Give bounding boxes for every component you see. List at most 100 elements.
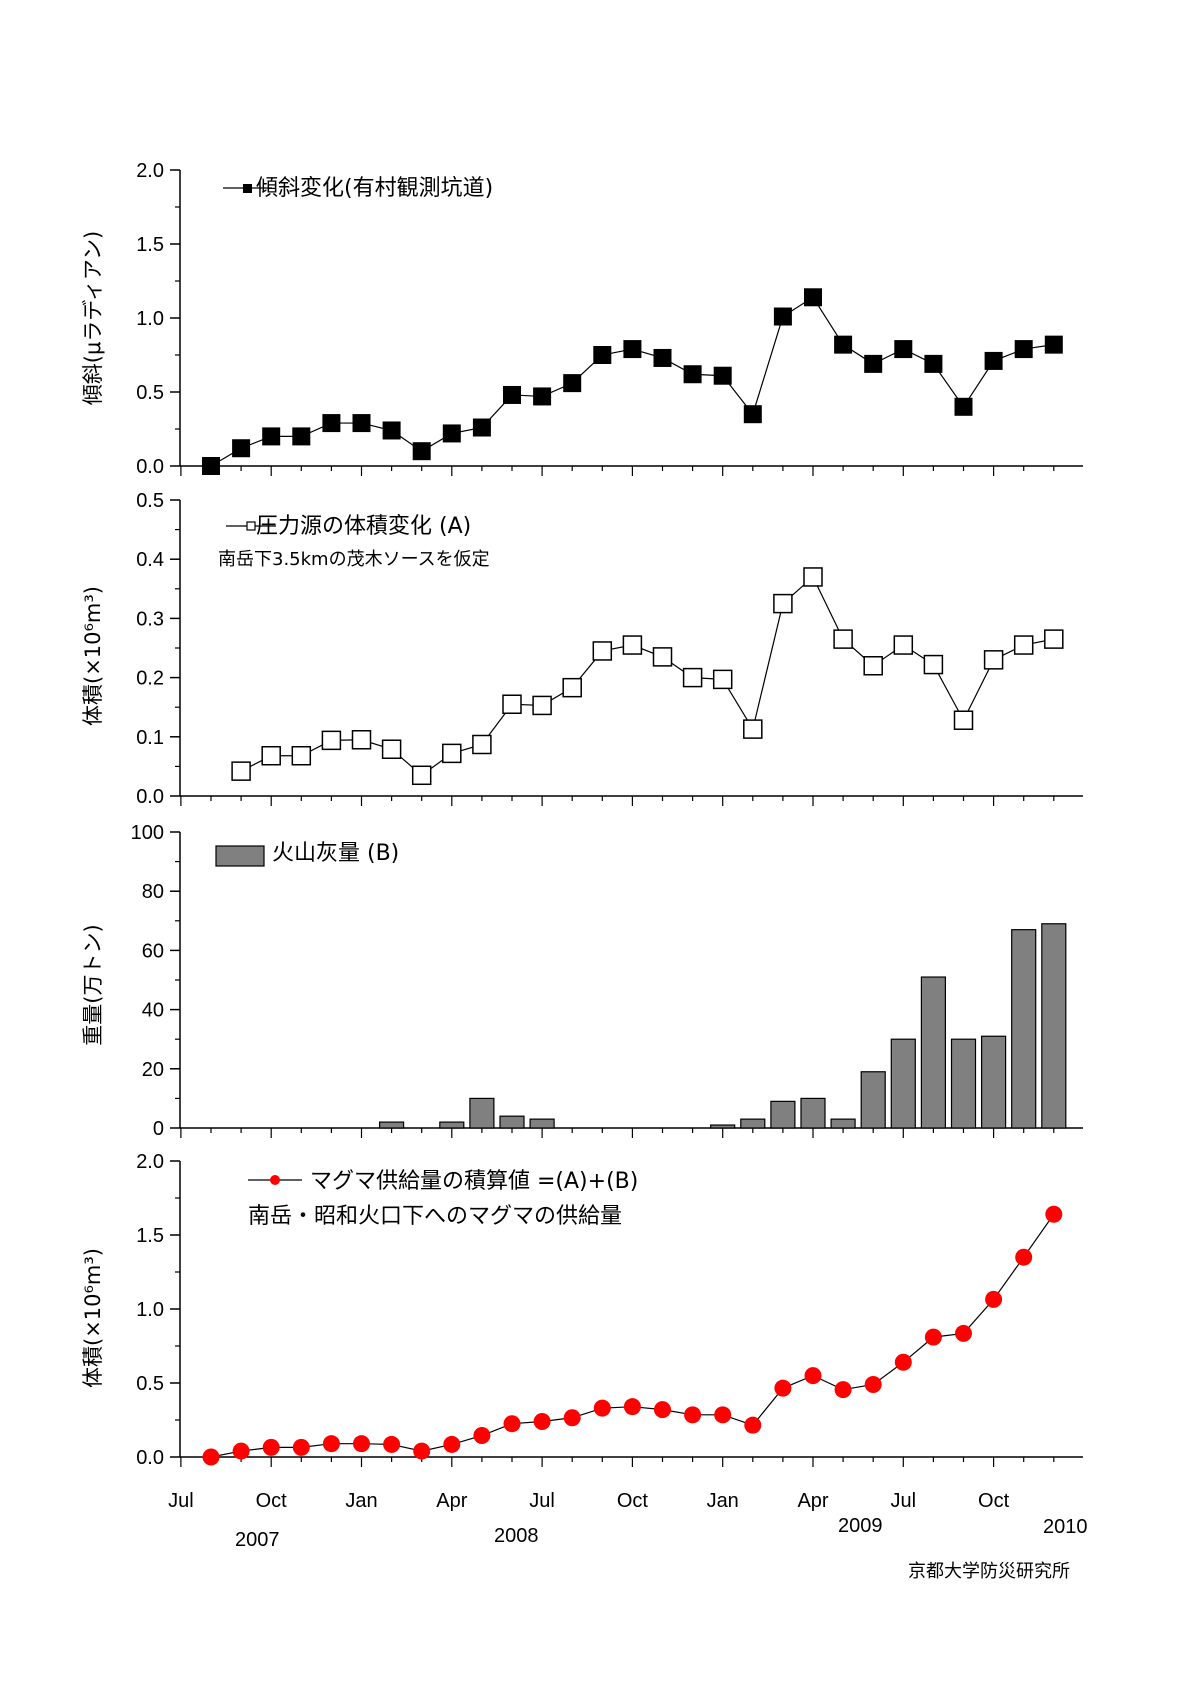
y-tick-label: 0.0 xyxy=(136,456,164,478)
tilt-marker xyxy=(804,288,822,307)
volume-marker xyxy=(321,730,342,751)
ash-bar xyxy=(529,1118,555,1129)
magma-marker xyxy=(955,1324,972,1342)
tilt-marker xyxy=(683,365,702,384)
y-tick-label: 20 xyxy=(142,1059,164,1081)
y-tick-label: 100 xyxy=(131,822,164,844)
magma-note: 南岳・昭和火口下へのマグマの供給量 xyxy=(248,1204,622,1229)
ash-bar xyxy=(860,1071,886,1129)
magma-panel: マグマ供給量の積算値 =(A)+(B) 南岳・昭和火口下へのマグマの供給量 体積… xyxy=(81,1151,1083,1469)
magma-marker xyxy=(202,1448,220,1466)
tilt-legend-marker xyxy=(243,184,252,193)
magma-marker xyxy=(714,1406,732,1424)
magma-marker xyxy=(654,1401,671,1419)
y-tick-label: 0.2 xyxy=(136,668,164,690)
magma-marker xyxy=(894,1353,912,1371)
ash-y-axis-label: 重量(万トン) xyxy=(81,924,105,1045)
y-tick-label: 0.5 xyxy=(136,490,164,512)
volume-marker xyxy=(502,694,522,714)
magma-marker xyxy=(804,1367,822,1385)
volume-marker xyxy=(472,734,492,755)
year-label-2008: 2008 xyxy=(494,1525,539,1547)
time-axis: Jul Oct Jan Apr Jul Oct Jan Apr Jul Oct xyxy=(168,1490,1009,1512)
volume-marker xyxy=(803,567,823,587)
y-tick-label: 2.0 xyxy=(136,1151,164,1173)
ash-legend-swatch xyxy=(215,845,265,867)
tilt-marker xyxy=(472,418,491,437)
y-tick-label: 2.0 xyxy=(136,160,164,182)
magma-legend-label: マグマ供給量の積算値 =(A)+(B) xyxy=(310,1169,638,1194)
tilt-marker xyxy=(864,354,883,373)
x-tick-label: Apr xyxy=(797,1490,828,1512)
magma-marker xyxy=(1015,1248,1033,1266)
volume-marker xyxy=(622,635,643,655)
ash-bar xyxy=(800,1097,826,1129)
year-label-2007: 2007 xyxy=(235,1529,280,1551)
volume-legend-label: 圧力源の体積変化 (A) xyxy=(256,514,471,539)
volume-marker xyxy=(1044,629,1064,649)
ash-bar xyxy=(920,976,947,1129)
x-tick-label: Oct xyxy=(256,1490,288,1512)
magma-marker xyxy=(533,1412,551,1430)
ash-panel: 火山灰量 (B) 重量(万トン) 0 20 40 60 80 100 xyxy=(81,822,1083,1140)
tilt-marker xyxy=(382,421,401,440)
x-tick-label: Oct xyxy=(617,1490,649,1512)
y-tick-label: 0 xyxy=(153,1118,164,1140)
tilt-marker xyxy=(232,439,251,458)
volume-marker xyxy=(743,719,763,739)
tilt-marker xyxy=(713,366,732,385)
ash-bar xyxy=(950,1038,977,1129)
ash-bar xyxy=(890,1038,916,1129)
y-tick-label: 0.0 xyxy=(136,786,164,808)
footer-credit: 京都大学防災研究所 xyxy=(908,1561,1070,1582)
volume-marker xyxy=(381,739,402,759)
magma-marker xyxy=(593,1399,611,1417)
tilt-marker xyxy=(894,340,913,359)
magma-marker xyxy=(864,1375,882,1393)
year-label-2009: 2009 xyxy=(838,1515,883,1537)
volume-marker xyxy=(291,745,312,766)
magma-marker xyxy=(413,1442,431,1460)
tilt-marker xyxy=(503,385,521,404)
volume-marker xyxy=(712,669,733,690)
volume-y-axis-label: 体積(×10⁶m³) xyxy=(81,586,105,726)
ash-bar xyxy=(710,1124,736,1129)
volume-marker xyxy=(562,677,582,698)
magma-y-axis-label: 体積(×10⁶m³) xyxy=(81,1248,105,1388)
volume-note: 南岳下3.5kmの茂木ソースを仮定 xyxy=(218,549,490,570)
y-tick-label: 0.5 xyxy=(136,1373,164,1395)
tilt-marker xyxy=(743,405,762,424)
tilt-panel: 傾斜変化(有村観測坑道) 傾斜(μラディアン) 0.0 0.5 1.0 1.5 2.0 xyxy=(81,160,1083,478)
tilt-marker xyxy=(773,307,792,326)
volume-marker xyxy=(923,654,944,675)
ash-bar xyxy=(379,1121,405,1129)
volume-panel: 圧力源の体積変化 (A) 南岳下3.5kmの茂木ソースを仮定 体積(×10⁶m³… xyxy=(81,490,1083,808)
magma-marker xyxy=(232,1442,250,1460)
ash-bar xyxy=(1011,929,1037,1129)
tilt-marker xyxy=(442,424,461,443)
magma-marker xyxy=(563,1409,581,1427)
tilt-marker xyxy=(653,348,672,367)
volume-marker xyxy=(261,745,281,766)
ash-bar xyxy=(469,1097,495,1129)
y-tick-label: 1.0 xyxy=(136,1299,164,1321)
volume-marker xyxy=(983,650,1004,670)
series-line xyxy=(240,575,1054,777)
x-tick-label: Jul xyxy=(529,1490,555,1512)
magma-marker xyxy=(1045,1205,1063,1223)
volume-marker xyxy=(682,667,703,688)
tilt-marker xyxy=(954,397,973,416)
magma-marker xyxy=(322,1435,340,1453)
y-tick-label: 1.0 xyxy=(136,308,164,330)
volume-marker xyxy=(652,647,673,667)
x-tick-label: Oct xyxy=(978,1490,1010,1512)
tilt-marker xyxy=(292,427,311,446)
tilt-marker xyxy=(262,427,281,446)
magma-marker xyxy=(774,1379,792,1397)
x-tick-label: Jul xyxy=(168,1490,194,1512)
ash-bar xyxy=(770,1100,796,1129)
volume-marker xyxy=(442,743,462,764)
ash-bar xyxy=(980,1035,1007,1129)
y-tick-label: 0.1 xyxy=(136,727,164,749)
